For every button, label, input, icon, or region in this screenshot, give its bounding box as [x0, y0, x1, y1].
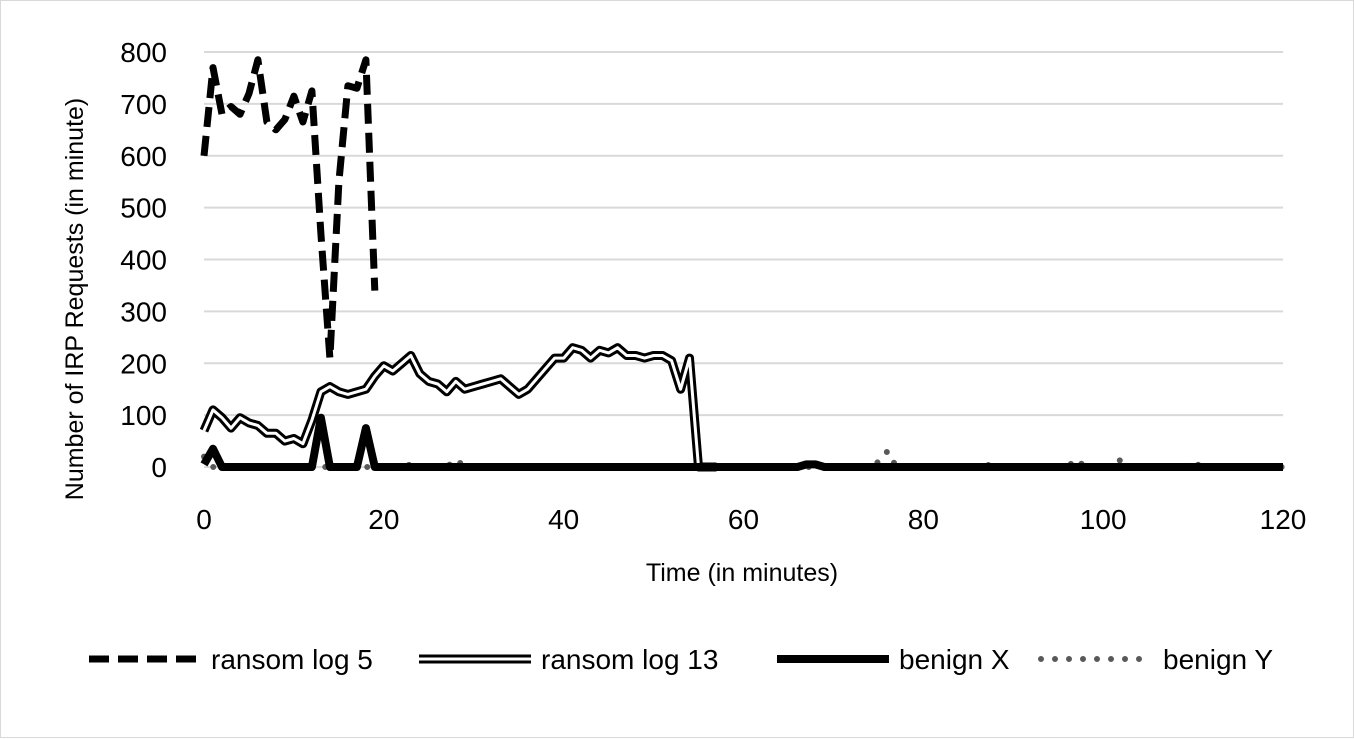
y-tick-label: 400 [120, 245, 167, 276]
legend-item-ransom-log-5: ransom log 5 [89, 644, 373, 675]
legend-item-ransom-log-13: ransom log 13 [419, 644, 718, 675]
x-tick-label: 100 [1080, 504, 1127, 535]
legend-item-benign-y: benign Y [1038, 644, 1273, 675]
y-tick-label: 600 [120, 141, 167, 172]
legend: ransom log 5 ransom log 13 benign X benign … [89, 644, 1273, 675]
x-axis-title: Time (in minutes) [646, 559, 838, 587]
line-ransom-log-5 [200, 56, 379, 362]
x-tick-label: 80 [908, 504, 939, 535]
y-axis-title: Number of IRP Requests (in minute) [61, 98, 89, 500]
legend-item-benign-x: benign X [777, 644, 1010, 675]
legend-label-ransom-log-5: ransom log 5 [211, 644, 373, 675]
legend-label-benign-y: benign Y [1163, 644, 1273, 675]
y-tick-label: 500 [120, 193, 167, 224]
line-ransom-log-13-inner [202, 346, 717, 469]
x-tick-label: 60 [728, 504, 759, 535]
y-axis-ticks: 0 100 200 300 400 500 600 700 800 [120, 37, 167, 483]
series-ransom-log-5 [200, 56, 379, 362]
legend-label-benign-x: benign X [899, 644, 1010, 675]
y-tick-label: 200 [120, 348, 167, 379]
x-axis-ticks: 0 20 40 60 80 100 120 [196, 504, 1306, 535]
legend-label-ransom-log-13: ransom log 13 [541, 644, 718, 675]
x-tick-label: 40 [548, 504, 579, 535]
y-tick-label: 0 [151, 452, 167, 483]
x-tick-label: 20 [368, 504, 399, 535]
series-benign-x [200, 413, 1283, 471]
x-tick-label: 0 [196, 504, 212, 535]
y-tick-label: 100 [120, 400, 167, 431]
series-lines [199, 56, 1286, 472]
x-tick-label: 120 [1260, 504, 1307, 535]
y-tick-label: 800 [120, 37, 167, 68]
y-tick-label: 300 [120, 296, 167, 327]
line-benign-x [200, 413, 1283, 471]
series-ransom-log-13 [199, 343, 717, 472]
line-ransom-log-13-outer [199, 343, 717, 472]
y-tick-label: 700 [120, 89, 167, 120]
